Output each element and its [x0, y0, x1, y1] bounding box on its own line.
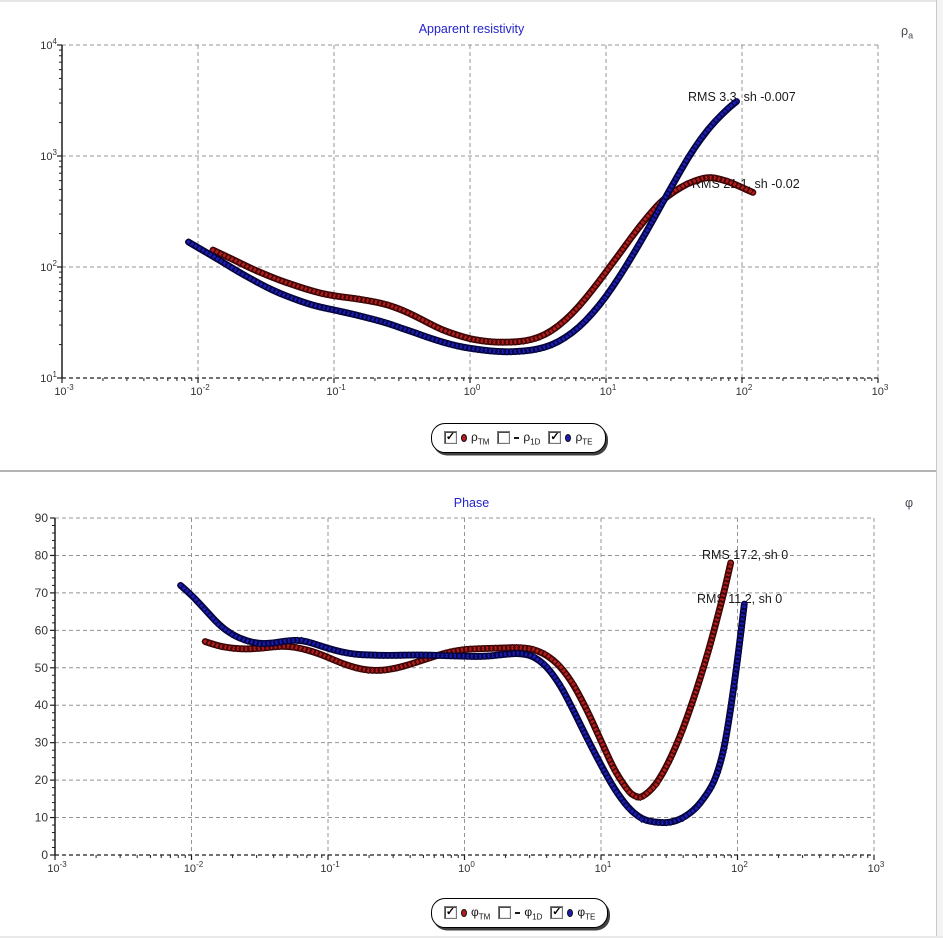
svg-text:10-2: 10-2	[184, 860, 204, 875]
phi-tm-marker-icon	[461, 908, 467, 917]
phase-legend: ✓ φTM φ1D ✓ φTE	[431, 898, 609, 928]
svg-text:103: 103	[40, 148, 57, 163]
svg-text:10-3: 10-3	[54, 383, 74, 398]
phi-1d-marker-icon	[515, 911, 521, 914]
svg-text:101: 101	[600, 383, 617, 398]
svg-text:10: 10	[35, 811, 49, 825]
svg-text:0: 0	[41, 848, 48, 862]
legend-item-rho-1d: ρ1D	[497, 430, 540, 446]
svg-text:102: 102	[40, 259, 57, 274]
svg-text:100: 100	[458, 860, 475, 875]
svg-text:101: 101	[40, 370, 57, 385]
svg-text:RMS 3.3, sh -0.007: RMS 3.3, sh -0.007	[688, 90, 796, 104]
svg-text:60: 60	[35, 623, 49, 637]
legend-item-phi-1d: φ1D	[498, 905, 542, 921]
svg-text:104: 104	[40, 37, 57, 52]
svg-text:10-1: 10-1	[320, 860, 340, 875]
legend-item-rho-te: ✓ ρTE	[548, 429, 593, 447]
phase-chart-title: Phase	[453, 496, 490, 510]
svg-text:103: 103	[868, 860, 885, 875]
rho-tm-marker-icon	[461, 433, 467, 442]
phi-te-marker-icon	[567, 908, 574, 917]
resistivity-panel: Apparent resistivity ρa 10-3 10-2 10-1 100 1…	[0, 0, 943, 471]
window-right-border	[936, 0, 943, 938]
svg-text:50: 50	[35, 661, 49, 675]
svg-text:101: 101	[595, 860, 612, 875]
rho-tm-checkbox[interactable]: ✓	[444, 431, 457, 445]
svg-text:30: 30	[35, 736, 49, 750]
phi-te-checkbox[interactable]: ✓	[550, 906, 564, 920]
svg-text:10-2: 10-2	[190, 383, 210, 398]
svg-text:100: 100	[464, 383, 481, 398]
rho-te-checkbox[interactable]: ✓	[548, 431, 562, 445]
svg-text:102: 102	[731, 860, 748, 875]
phi-1d-label: φ1D	[524, 904, 543, 922]
svg-text:20: 20	[35, 773, 49, 787]
rho-1d-marker-icon	[514, 436, 520, 439]
resistivity-plot[interactable]: 10-3 10-2 10-1 100 101 102 103 101 102 103 104 RMS …	[0, 0, 943, 471]
phase-plot[interactable]: 10-3 10-2 10-1 100 101 102 103 0 10 20 30 40 50 60 70 8…	[0, 472, 943, 938]
rho-tm-label: ρTM	[471, 429, 490, 447]
rho-1d-label: ρ1D	[523, 429, 541, 447]
svg-text:70: 70	[35, 586, 49, 600]
legend-item-phi-tm: ✓ φTM	[444, 905, 490, 921]
phase-panel: Phase φ 10-3 10-2 10-1 100 101 102 103 0 10 20 30 4…	[0, 472, 943, 938]
rho-1d-checkbox[interactable]	[497, 431, 511, 445]
svg-text:RMS 11.2, sh 0: RMS 11.2, sh 0	[697, 592, 782, 606]
svg-text:90: 90	[35, 511, 49, 525]
rho-te-label: ρTE	[575, 429, 593, 447]
rho-a-axis-label: ρa	[901, 24, 914, 41]
phi-1d-checkbox[interactable]	[498, 906, 512, 920]
svg-text:RMS 17.2, sh 0: RMS 17.2, sh 0	[702, 548, 788, 562]
phi-tm-checkbox[interactable]: ✓	[444, 906, 457, 920]
svg-text:80: 80	[35, 548, 49, 562]
svg-text:102: 102	[736, 383, 753, 398]
phi-tm-label: φTM	[471, 904, 491, 922]
phi-axis-label: φ	[905, 496, 914, 510]
svg-text:10-1: 10-1	[326, 383, 346, 398]
resistivity-chart-title: Apparent resistivity	[418, 22, 525, 36]
resistivity-legend: ✓ ρTM ρ1D ✓ ρTE	[431, 423, 606, 453]
svg-text:10-3: 10-3	[47, 860, 67, 875]
window-top-border	[0, 0, 943, 2]
phi-te-label: φTE	[577, 904, 596, 922]
svg-text:103: 103	[872, 383, 889, 398]
panel-separator	[0, 470, 943, 473]
legend-item-phi-te: ✓ φTE	[550, 905, 595, 921]
rho-te-marker-icon	[565, 433, 572, 442]
window-bottom-border	[0, 936, 943, 938]
svg-text:40: 40	[35, 698, 49, 712]
legend-item-rho-tm: ✓ ρTM	[444, 430, 489, 446]
